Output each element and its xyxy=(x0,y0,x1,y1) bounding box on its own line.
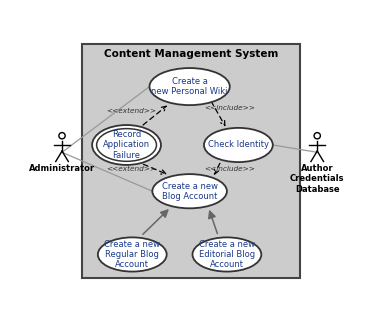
Ellipse shape xyxy=(152,174,227,208)
Text: Record
Application
Failure: Record Application Failure xyxy=(103,130,150,160)
Text: <<extend>>: <<extend>> xyxy=(106,166,156,172)
Text: Create a new
Editorial Blog
Account: Create a new Editorial Blog Account xyxy=(199,240,255,269)
Text: Content Management System: Content Management System xyxy=(104,49,278,59)
Ellipse shape xyxy=(192,237,261,271)
Text: <<include>>: <<include>> xyxy=(204,166,255,172)
Text: Check Identity: Check Identity xyxy=(208,141,269,149)
Text: <<extend>>: <<extend>> xyxy=(106,108,156,114)
Ellipse shape xyxy=(204,128,273,162)
Text: Create a new
Blog Account: Create a new Blog Account xyxy=(162,181,218,201)
Ellipse shape xyxy=(149,68,230,105)
Text: Author
Credentials
Database: Author Credentials Database xyxy=(290,164,344,194)
Text: <<include>>: <<include>> xyxy=(204,106,255,112)
Ellipse shape xyxy=(59,133,65,139)
FancyBboxPatch shape xyxy=(82,44,300,277)
Ellipse shape xyxy=(92,125,161,165)
Text: Create a
new Personal Wiki: Create a new Personal Wiki xyxy=(151,77,228,96)
Text: Administrator: Administrator xyxy=(29,164,95,173)
Ellipse shape xyxy=(98,237,166,271)
Text: Create a new
Regular Blog
Account: Create a new Regular Blog Account xyxy=(104,240,160,269)
Ellipse shape xyxy=(314,133,320,139)
